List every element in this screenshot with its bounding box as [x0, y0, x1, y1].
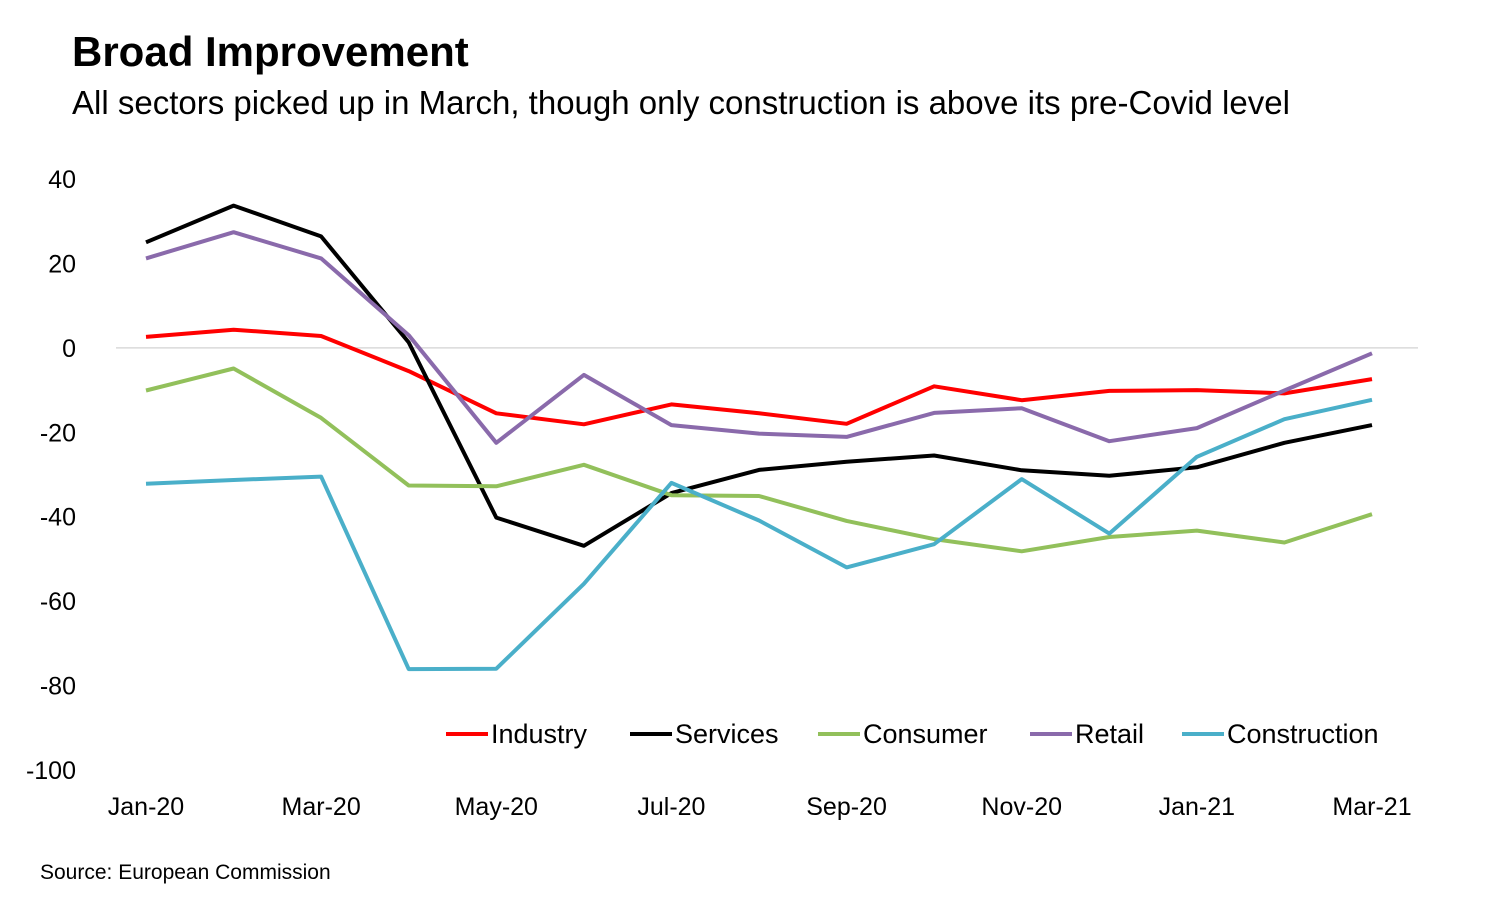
legend: Industry Services Consumer Retail Constructi… [446, 719, 1379, 749]
y-tick-label: 0 [62, 335, 76, 363]
series-lines [145, 203, 1373, 672]
y-tick-label: 20 [48, 250, 76, 278]
y-tick-label: -40 [40, 504, 76, 532]
x-tick-label: Jul-20 [637, 793, 705, 821]
legend-label-retail: Retail [1075, 719, 1144, 749]
source-note: Source: European Commission [40, 861, 331, 884]
y-tick-label: -20 [40, 419, 76, 447]
series-line-consumer [145, 366, 1373, 554]
chart-title: Broad Improvement [72, 28, 469, 75]
y-tick-label: -100 [26, 757, 76, 785]
x-axis: Jan-20 Mar-20 May-20 Jul-20 Sep-20 Nov-20 Jan-… [108, 793, 1412, 821]
series-line-construction [145, 397, 1373, 672]
y-tick-label: -80 [40, 673, 76, 701]
legend-label-industry: Industry [491, 719, 588, 749]
y-tick-label: 40 [48, 166, 76, 194]
series-line-industry [145, 327, 1373, 427]
x-tick-label: Sep-20 [806, 793, 887, 821]
series-line-retail [145, 230, 1373, 445]
y-tick-label: -60 [40, 588, 76, 616]
series-line-services [145, 203, 1373, 548]
x-tick-label: Nov-20 [981, 793, 1062, 821]
legend-label-consumer: Consumer [863, 719, 988, 749]
chart-subtitle: All sectors picked up in March, though o… [72, 84, 1290, 121]
x-tick-label: Mar-21 [1332, 793, 1411, 821]
legend-label-construction: Construction [1227, 719, 1379, 749]
legend-label-services: Services [675, 719, 779, 749]
x-tick-label: Mar-20 [282, 793, 361, 821]
x-tick-label: May-20 [455, 793, 538, 821]
x-tick-label: Jan-20 [108, 793, 184, 821]
x-tick-label: Jan-21 [1159, 793, 1235, 821]
y-axis: 40 20 0 -20 -40 -60 -80 -100 [26, 166, 76, 785]
